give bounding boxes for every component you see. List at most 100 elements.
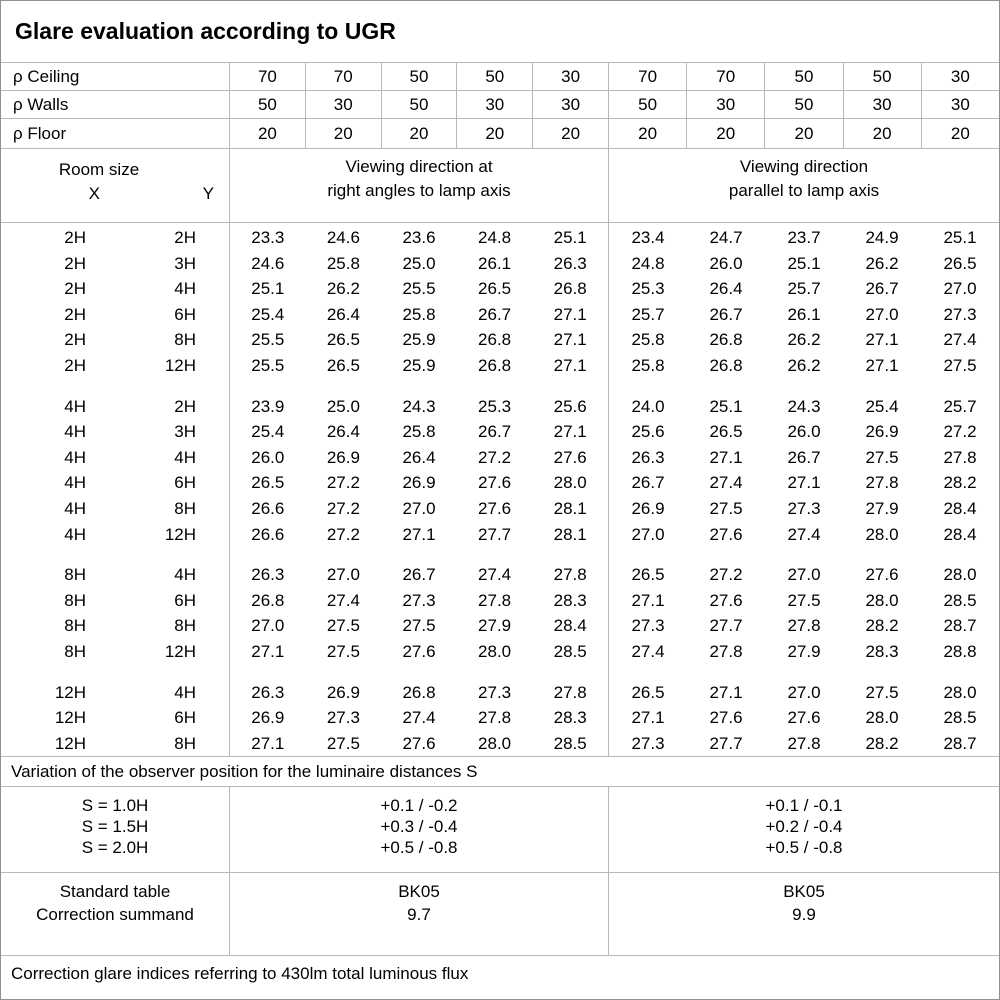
reflectance-value: 50 — [842, 63, 921, 90]
summary-row-label: Correction summand — [36, 905, 194, 924]
ugr-value: 27.1 — [865, 330, 899, 350]
ugr-value: 26.5 — [326, 330, 360, 350]
ugr-value: 26.8 — [553, 279, 587, 299]
ugr-row-right-angles: 23.9 25.0 24.3 25.3 25.6 — [230, 394, 608, 420]
block-gap — [1, 547, 229, 562]
room-x-value: 4H — [64, 447, 86, 467]
reflectance-value: 20 — [456, 119, 532, 148]
ugr-value: 27.5 — [709, 498, 743, 518]
summary-row-label: Standard table — [59, 882, 171, 901]
ugr-value: 27.0 — [631, 524, 665, 544]
ugr-value: 27.5 — [787, 590, 821, 610]
ugr-value: 27.1 — [709, 682, 743, 702]
reflectance-value: 30 — [920, 91, 999, 118]
s-right-value: +0.5 / -0.8 — [765, 838, 843, 857]
room-y-value: 8H — [174, 616, 196, 636]
ugr-value: 26.0 — [787, 422, 821, 442]
ugr-value: 28.7 — [943, 616, 977, 636]
ugr-value: 24.3 — [402, 396, 436, 416]
ugr-value: 25.9 — [402, 330, 436, 350]
ugr-row-right-angles: 25.5 26.5 25.9 26.8 27.1 — [230, 353, 608, 379]
summary-left-value: BK05 — [398, 882, 440, 901]
room-y-value: 4H — [174, 447, 196, 467]
ugr-value: 27.0 — [251, 616, 285, 636]
ugr-value: 26.9 — [326, 447, 360, 467]
reflectance-row: ρ Floor 20 20 20 20 20 20 20 20 20 20 — [1, 119, 999, 149]
ugr-value: 26.2 — [865, 253, 899, 273]
ugr-value: 26.5 — [631, 682, 665, 702]
ugr-value: 26.8 — [478, 355, 512, 375]
room-x-value: 12H — [54, 708, 86, 728]
reflectance-row-label: ρ Walls — [13, 95, 69, 114]
viewing-direction-right-header: Viewing direction parallel to lamp axis — [608, 149, 999, 222]
ugr-value: 25.7 — [631, 304, 665, 324]
ugr-row-parallel: 26.7 27.4 27.1 27.8 28.2 — [609, 470, 999, 496]
room-size-header-cell: Room size X Y — [1, 149, 229, 222]
viewing-direction-left-line2: right angles to lamp axis — [327, 181, 511, 200]
ugr-value: 25.8 — [402, 304, 436, 324]
room-y-value: 4H — [174, 279, 196, 299]
room-x-value: 8H — [64, 641, 86, 661]
reflectance-value: 30 — [304, 91, 381, 118]
reflectance-value: 20 — [304, 119, 381, 148]
ugr-row-right-angles: 27.0 27.5 27.5 27.9 28.4 — [230, 613, 608, 639]
ugr-value: 26.9 — [631, 498, 665, 518]
s-values-parallel-cell: +0.1 / -0.1 +0.2 / -0.4 +0.5 / -0.8 — [608, 787, 999, 872]
ugr-value: 24.8 — [478, 228, 512, 247]
ugr-value: 27.8 — [478, 590, 512, 610]
ugr-value: 28.5 — [553, 733, 587, 753]
ugr-value: 26.7 — [478, 422, 512, 442]
ugr-values-parallel: 23.4 24.7 23.7 24.9 25.1 24.8 26.0 25.1 26.2 26.5… — [608, 223, 999, 756]
reflectance-rows: ρ Ceiling 70 70 50 50 30 70 70 50 50 30 ρ Walls 50 30… — [1, 63, 999, 149]
ugr-row-parallel: 25.7 26.7 26.1 27.0 27.3 — [609, 302, 999, 328]
ugr-row-right-angles: 25.1 26.2 25.5 26.5 26.8 — [230, 276, 608, 302]
ugr-value: 27.0 — [865, 304, 899, 324]
ugr-value: 26.7 — [631, 473, 665, 493]
reflectance-value: 30 — [842, 91, 921, 118]
x-column-label: X — [88, 184, 100, 203]
ugr-row-parallel: 27.1 27.6 27.5 28.0 28.5 — [609, 588, 999, 614]
ugr-value: 27.6 — [553, 447, 587, 467]
ugr-row-parallel: 27.3 27.7 27.8 28.2 28.7 — [609, 613, 999, 639]
ugr-value: 27.8 — [553, 682, 587, 702]
room-size-row: 12H 6H — [1, 705, 229, 731]
table-header-row: Room size X Y Viewing direction at right… — [1, 149, 999, 223]
room-x-value: 12H — [54, 682, 86, 702]
y-column-label: Y — [202, 184, 214, 203]
summary-right-value: 9.9 — [792, 905, 816, 924]
block-gap — [609, 665, 999, 680]
ugr-value: 25.5 — [251, 330, 285, 350]
ugr-value: 27.0 — [787, 565, 821, 585]
room-size-row: 12H 8H — [1, 731, 229, 757]
ugr-value: 27.0 — [943, 279, 977, 299]
ugr-value: 26.8 — [709, 355, 743, 375]
room-y-value: 3H — [174, 253, 196, 273]
ugr-value: 26.8 — [709, 330, 743, 350]
ugr-value: 28.5 — [943, 590, 977, 610]
ugr-value: 26.3 — [251, 682, 285, 702]
ugr-value: 27.6 — [865, 565, 899, 585]
ugr-value: 27.1 — [553, 355, 587, 375]
ugr-value: 27.5 — [865, 682, 899, 702]
ugr-value: 28.0 — [943, 565, 977, 585]
ugr-value: 27.1 — [553, 330, 587, 350]
room-x-value: 12H — [54, 733, 86, 753]
room-size-row: 2H 12H — [1, 353, 229, 379]
ugr-value: 25.8 — [326, 253, 360, 273]
room-size-row: 2H 3H — [1, 251, 229, 277]
viewing-direction-right-line1: Viewing direction — [739, 157, 869, 176]
ugr-row-parallel: 24.8 26.0 25.1 26.2 26.5 — [609, 251, 999, 277]
footer-note-row: Correction glare indices referring to 43… — [1, 956, 999, 999]
ugr-value: 26.2 — [787, 355, 821, 375]
ugr-value: 27.8 — [553, 565, 587, 585]
ugr-value: 23.3 — [251, 228, 285, 247]
ugr-row-parallel: 27.0 27.6 27.4 28.0 28.4 — [609, 522, 999, 548]
ugr-value: 27.1 — [709, 447, 743, 467]
ugr-value: 26.6 — [251, 498, 285, 518]
ugr-value: 25.7 — [943, 396, 977, 416]
viewing-direction-left-header: Viewing direction at right angles to lam… — [229, 149, 608, 222]
ugr-value: 26.7 — [709, 304, 743, 324]
reflectance-row: ρ Ceiling 70 70 50 50 30 70 70 50 50 30 — [1, 63, 999, 91]
ugr-value: 26.4 — [709, 279, 743, 299]
ugr-value: 25.6 — [631, 422, 665, 442]
